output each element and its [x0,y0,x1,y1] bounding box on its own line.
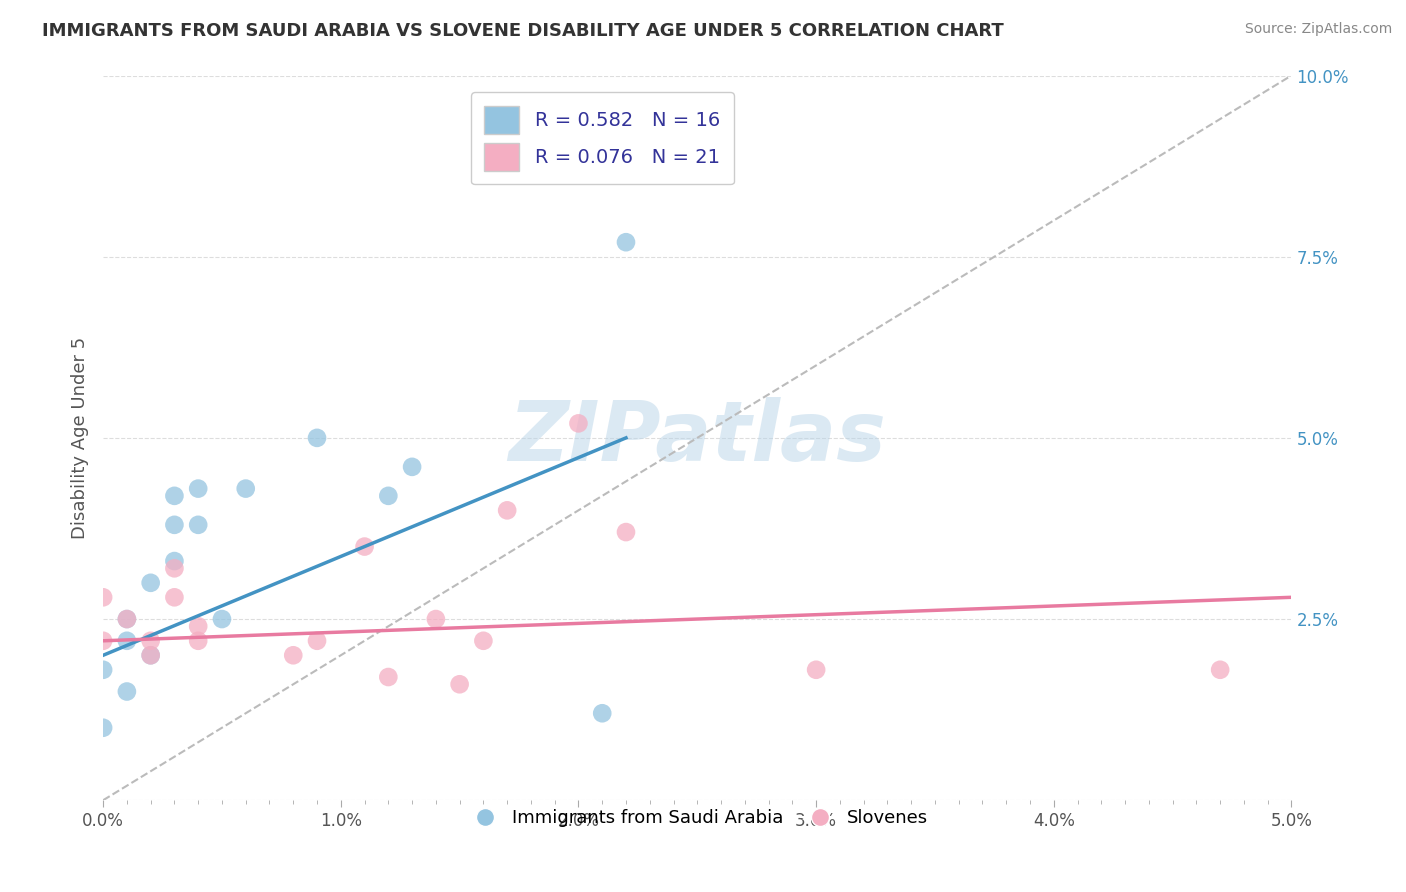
Point [163,561,186,575]
Point [401,459,423,474]
Point [496,503,519,517]
Point [115,612,138,626]
Point [614,525,637,540]
Point [139,648,162,663]
Legend: Immigrants from Saudi Arabia, Slovenes: Immigrants from Saudi Arabia, Slovenes [460,802,935,835]
Point [235,482,257,496]
Point [163,517,186,532]
Point [567,417,589,431]
Text: Source: ZipAtlas.com: Source: ZipAtlas.com [1244,22,1392,37]
Point [115,633,138,648]
Point [187,619,209,633]
Point [139,648,162,663]
Point [305,431,328,445]
Point [163,489,186,503]
Point [91,633,114,648]
Point [115,684,138,698]
Point [163,591,186,605]
Text: ZIPatlas: ZIPatlas [509,397,886,478]
Point [449,677,471,691]
Point [425,612,447,626]
Point [187,482,209,496]
Y-axis label: Disability Age Under 5: Disability Age Under 5 [72,337,89,539]
Point [305,633,328,648]
Point [91,663,114,677]
Point [377,670,399,684]
Point [353,540,375,554]
Point [163,554,186,568]
Point [614,235,637,250]
Point [211,612,233,626]
Point [139,633,162,648]
Point [1209,663,1232,677]
Point [139,575,162,590]
Point [91,721,114,735]
Point [472,633,495,648]
Point [187,633,209,648]
Text: IMMIGRANTS FROM SAUDI ARABIA VS SLOVENE DISABILITY AGE UNDER 5 CORRELATION CHART: IMMIGRANTS FROM SAUDI ARABIA VS SLOVENE … [42,22,1004,40]
Point [283,648,305,663]
Point [591,706,613,721]
Point [804,663,827,677]
Point [91,591,114,605]
Point [377,489,399,503]
Point [115,612,138,626]
Point [187,517,209,532]
